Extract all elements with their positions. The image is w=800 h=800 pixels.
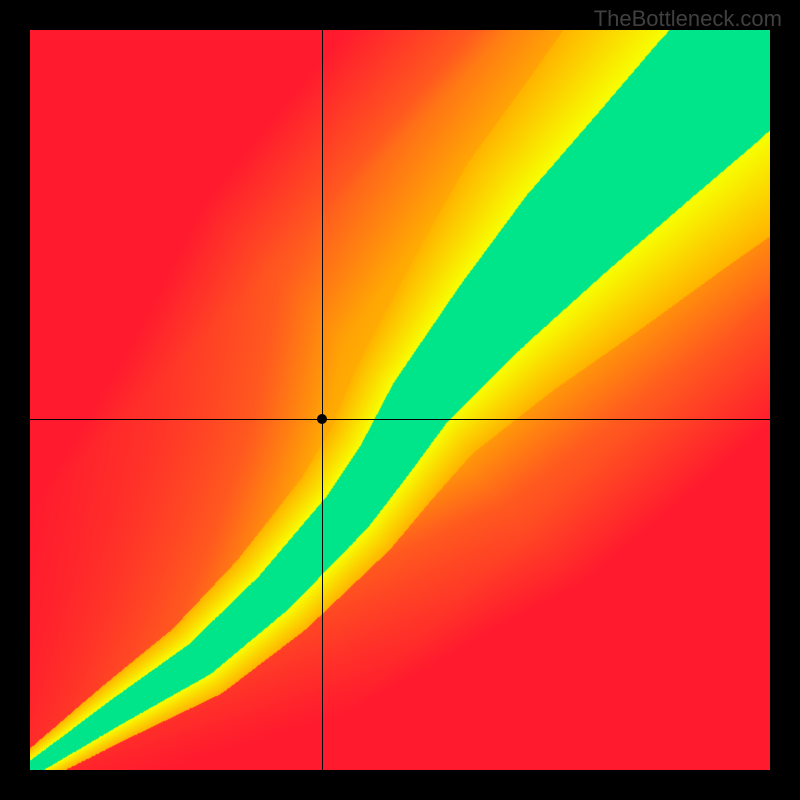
crosshair-horizontal	[30, 419, 770, 420]
crosshair-vertical	[322, 30, 323, 770]
heatmap-plot	[30, 30, 770, 770]
heatmap-canvas	[30, 30, 770, 770]
crosshair-marker-dot	[317, 414, 327, 424]
watermark-text: TheBottleneck.com	[594, 6, 782, 32]
